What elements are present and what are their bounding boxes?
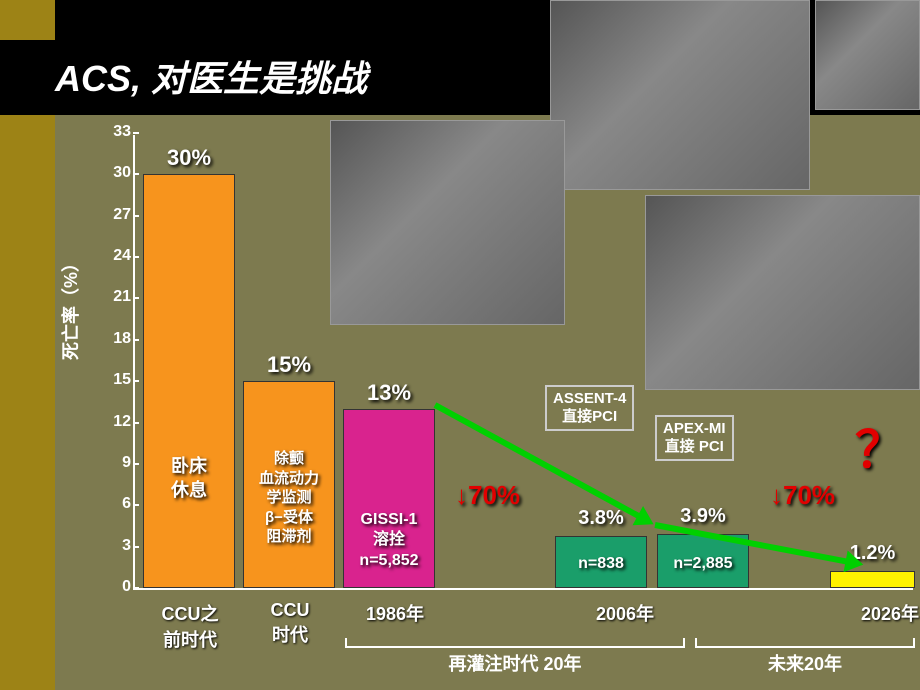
era-bracket [345,638,685,648]
x-axis [133,588,913,590]
procedure-photo [815,0,920,110]
era-label: 再灌注时代 20年 [345,650,685,676]
reduction-label: ↓70% [455,480,520,511]
bar: 13%GISSI-1溶拴n=5,852 [343,409,435,588]
bar: 30%卧床休息 [143,174,235,588]
y-axis-label: 死亡率（%） [57,254,83,360]
y-tick: 30 [93,164,131,182]
page-title: ACS, 对医生是挑战 [55,50,367,102]
y-tick: 12 [93,413,131,431]
y-tick: 18 [93,330,131,348]
y-tick: 3 [93,537,131,555]
bar-description: GISSI-1溶拴n=5,852 [344,510,434,572]
x-label: CCU之前时代 [135,600,245,652]
bar-description: 除颤血流动力学监测β−受体阻滞剂 [244,449,334,547]
annotation-box: APEX-MI直接 PCI [655,415,734,461]
y-tick: 33 [93,123,131,141]
reduction-label: ↓70% [770,480,835,511]
y-tick: 27 [93,206,131,224]
reduction-label: ？ [855,410,905,482]
bar: 3.8%n=838 [555,536,647,588]
bar-value-label: 15% [244,352,334,378]
x-label: 2026年 [845,600,920,626]
y-axis [133,135,135,590]
bar-value-label: 13% [344,380,434,406]
y-tick: 21 [93,288,131,306]
y-tick: 0 [93,578,131,596]
y-tick: 6 [93,495,131,513]
era-bracket [695,638,915,648]
bar: 15%除颤血流动力学监测β−受体阻滞剂 [243,381,335,588]
x-label: CCU时代 [245,600,335,647]
annotation-box: ASSENT-4直接PCI [545,385,634,431]
bar-description: n=838 [556,554,646,575]
y-tick: 15 [93,371,131,389]
bar: 1.2% [830,571,915,588]
bar-description: n=2,885 [658,554,748,575]
bar-chart: 死亡率（%） 03691215182124273033 30%卧床休息15%除颤… [55,120,920,680]
y-tick: 24 [93,247,131,265]
era-label: 未来20年 [695,650,915,676]
bar-description: 卧床休息 [144,455,234,502]
x-label: 1986年 [345,600,445,626]
bar-value-label: 30% [144,145,234,171]
x-label: 2006年 [575,600,675,626]
y-tick: 9 [93,454,131,472]
